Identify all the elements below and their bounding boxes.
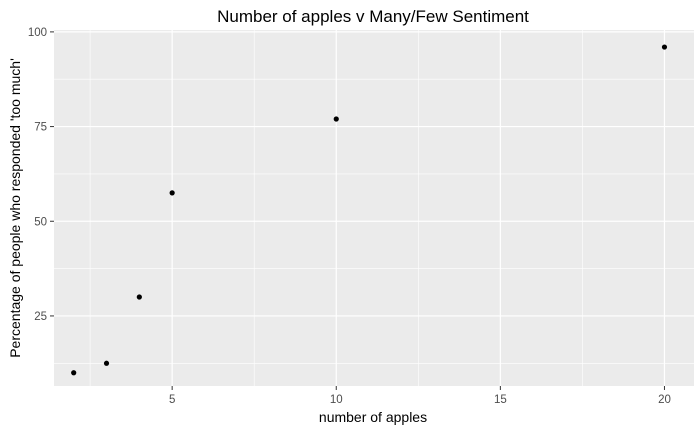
- y-axis-title: Percentage of people who responded 'too …: [7, 58, 23, 358]
- x-tick-label: 10: [330, 394, 343, 406]
- data-point: [71, 370, 77, 376]
- plot-panel: [54, 30, 694, 386]
- x-axis-title: number of apples: [319, 409, 427, 425]
- major-gridlines: [54, 30, 694, 386]
- y-tick-label: 50: [34, 216, 47, 228]
- minor-gridlines: [54, 30, 694, 386]
- y-axis-ticks: 25 50 75 100: [28, 27, 54, 323]
- y-tick-label: 75: [34, 122, 47, 134]
- y-tick-label: 100: [28, 27, 47, 39]
- data-point: [103, 360, 110, 366]
- data-point: [333, 116, 339, 122]
- y-tick-label: 25: [34, 311, 47, 323]
- x-tick-label: 20: [658, 394, 671, 406]
- x-tick-label: 5: [169, 394, 175, 406]
- data-point: [169, 190, 175, 196]
- data-points: [71, 44, 668, 376]
- data-point: [661, 44, 668, 50]
- x-axis-ticks: 5 10 15 20: [169, 386, 671, 406]
- data-point: [136, 294, 142, 300]
- chart-title: Number of apples v Many/Few Sentiment: [217, 7, 529, 26]
- x-tick-label: 15: [494, 394, 507, 406]
